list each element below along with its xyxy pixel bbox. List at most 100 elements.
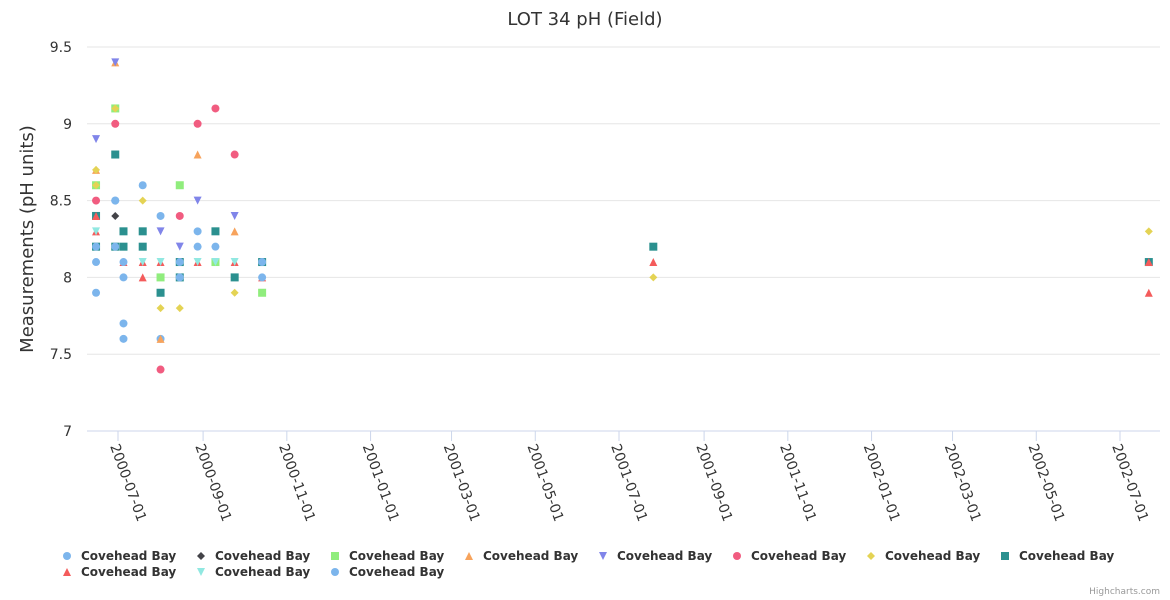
y-tick-label: 7.5 [50,347,72,363]
data-point [211,104,220,113]
data-point [138,181,147,190]
data-point [119,273,128,282]
series-5 [92,104,239,374]
legend-label: Covehead Bay [483,549,578,563]
legend-label: Covehead Bay [215,549,310,563]
data-point [138,227,147,236]
data-point [1144,288,1153,297]
data-point [193,227,202,236]
x-tick-label: 2000-11-01 [275,442,318,524]
legend-label: Covehead Bay [81,565,176,579]
data-point [258,288,267,297]
x-tick-label: 2001-03-01 [440,442,483,524]
data-point [92,288,101,297]
y-tick-label: 8 [63,270,72,286]
legend-label: Covehead Bay [215,565,310,579]
data-point [111,150,120,159]
data-point [92,227,101,236]
data-point [92,135,101,144]
data-point [111,58,120,67]
diamond-marker-icon [867,552,875,560]
data-point [119,242,128,251]
data-point [1144,227,1153,236]
legend-label: Covehead Bay [349,549,444,563]
data-point [649,273,658,282]
x-tick-label: 2001-05-01 [524,442,567,524]
legend-item[interactable]: Covehead Bay [63,565,176,579]
chart-title: LOT 34 pH (Field) [507,9,662,30]
legend-label: Covehead Bay [885,549,980,563]
data-point [193,242,202,251]
legend-item[interactable]: Covehead Bay [331,549,444,563]
series-6 [92,104,1153,313]
circle-marker-icon [331,568,339,576]
data-point [193,119,202,128]
x-tick-label: 2001-01-01 [359,442,402,524]
series-9 [92,227,239,267]
data-point [156,288,165,297]
data-point [156,258,165,267]
data-point [258,258,267,267]
highcharts-credit[interactable]: Highcharts.com [1089,587,1160,597]
data-point [258,273,267,282]
triangle-down-marker-icon [599,552,607,560]
legend-item[interactable]: Covehead Bay [465,549,578,563]
legend-item[interactable]: Covehead Bay [733,549,846,563]
y-tick-label: 9.5 [50,40,72,56]
data-point [175,211,184,220]
data-point [156,365,165,374]
data-point [92,258,101,267]
x-tick-label: 2002-05-01 [1025,442,1068,524]
circle-marker-icon [63,552,71,560]
legend-item[interactable]: Covehead Bay [331,565,444,579]
data-point [92,211,101,220]
x-tick-label: 2000-07-01 [106,442,149,524]
x-tick-label: 2001-11-01 [776,442,819,524]
data-point [193,196,202,205]
x-tick-label: 2000-09-01 [191,442,234,524]
diamond-marker-icon [197,552,205,560]
data-point [230,273,239,282]
data-point [138,242,147,251]
legend-item[interactable]: Covehead Bay [867,549,980,563]
triangle-marker-icon [63,568,71,576]
data-point [92,196,101,205]
data-point [211,258,220,267]
data-point [119,334,128,343]
data-point [175,273,184,282]
legend-item[interactable]: Covehead Bay [599,549,712,563]
data-point [156,211,165,220]
series-8 [92,211,1153,297]
x-tick-label: 2001-07-01 [607,442,650,524]
data-point [138,258,147,267]
data-point [230,150,239,159]
data-point [193,258,202,267]
data-point [175,304,184,313]
legend-label: Covehead Bay [751,549,846,563]
legend-label: Covehead Bay [81,549,176,563]
square-marker-icon [331,552,339,560]
y-tick-label: 8.5 [50,194,72,210]
data-point [175,242,184,251]
data-point [119,319,128,328]
data-point [156,273,165,282]
circle-marker-icon [733,552,741,560]
legend-item[interactable]: Covehead Bay [1001,549,1114,563]
series-4 [92,58,239,251]
legend-item[interactable]: Covehead Bay [197,549,310,563]
data-point [92,181,101,190]
data-point [138,196,147,205]
data-point [230,211,239,220]
legend-item[interactable]: Covehead Bay [197,565,310,579]
data-point [111,119,120,128]
data-point [649,242,658,251]
legend-item[interactable]: Covehead Bay [63,549,176,563]
data-point [156,334,165,343]
y-tick-label: 9 [63,117,72,133]
series-1 [111,211,120,220]
series-0 [92,181,202,343]
square-marker-icon [1001,552,1009,560]
data-point [156,304,165,313]
